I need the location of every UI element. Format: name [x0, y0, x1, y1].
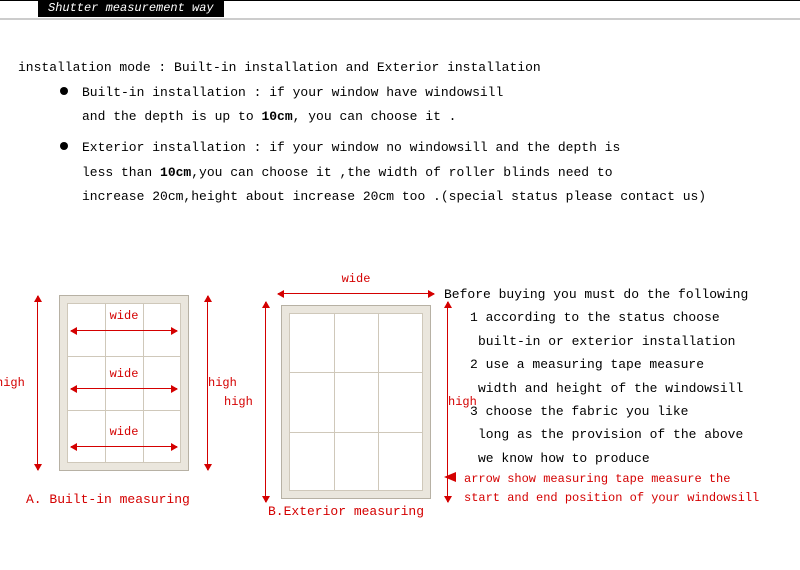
- caption-a: A. Built-in measuring: [26, 492, 190, 507]
- window-b-frame: [282, 306, 430, 498]
- window-b-wide: wide: [278, 286, 434, 300]
- bullet-builtin: Built-in installation : if your window h…: [60, 81, 800, 106]
- window-a-high-right: high: [200, 296, 214, 470]
- header-title: Shutter measurement way: [38, 0, 224, 17]
- instr-1a: 1 according to the status choose: [444, 306, 798, 329]
- exterior-l3: increase 20cm,height about increase 20cm…: [60, 185, 800, 210]
- builtin-l1: Built-in installation : if your window h…: [82, 85, 503, 100]
- note-l1: arrow show measuring tape measure the: [464, 472, 730, 486]
- window-b-high-left: high: [258, 302, 272, 502]
- intro-line: installation mode : Built-in installatio…: [18, 56, 800, 81]
- window-b-grid: [289, 313, 423, 491]
- window-a-frame: wide wide wide: [60, 296, 188, 470]
- instructions-column: Before buying you must do the following …: [444, 283, 798, 509]
- instr-3c: we know how to produce: [444, 447, 798, 470]
- arrow-left-icon: [444, 472, 456, 482]
- instr-head: Before buying you must do the following: [444, 283, 798, 306]
- instr-2a: 2 use a measuring tape measure: [444, 353, 798, 376]
- window-a: wide wide wide: [60, 296, 188, 470]
- caption-b: B.Exterior measuring: [268, 504, 424, 519]
- window-b: wide: [282, 306, 430, 498]
- note-l2: start and end position of your windowsil…: [464, 491, 759, 505]
- instr-3a: 3 choose the fabric you like: [444, 400, 798, 423]
- instr-1b: built-in or exterior installation: [444, 330, 798, 353]
- window-a-wide-3: wide: [71, 439, 177, 453]
- header-greyline: [0, 18, 800, 22]
- window-a-wide-1: wide: [71, 323, 177, 337]
- instr-2b: width and height of the windowsill: [444, 377, 798, 400]
- window-a-wide-2: wide: [71, 381, 177, 395]
- instr-3b: long as the provision of the above: [444, 423, 798, 446]
- bullet-exterior: Exterior installation : if your window n…: [60, 136, 800, 161]
- bullet-list: Built-in installation : if your window h…: [18, 81, 800, 210]
- window-a-high-left: high: [30, 296, 44, 470]
- arrow-note: arrow show measuring tape measure the st…: [444, 470, 798, 508]
- exterior-l1: Exterior installation : if your window n…: [82, 140, 620, 155]
- builtin-l2: and the depth is up to 10cm, you can cho…: [60, 105, 800, 130]
- content-block: installation mode : Built-in installatio…: [0, 22, 800, 210]
- exterior-l2: less than 10cm,you can choose it ,the wi…: [60, 161, 800, 186]
- header-band: Shutter measurement way: [0, 0, 800, 18]
